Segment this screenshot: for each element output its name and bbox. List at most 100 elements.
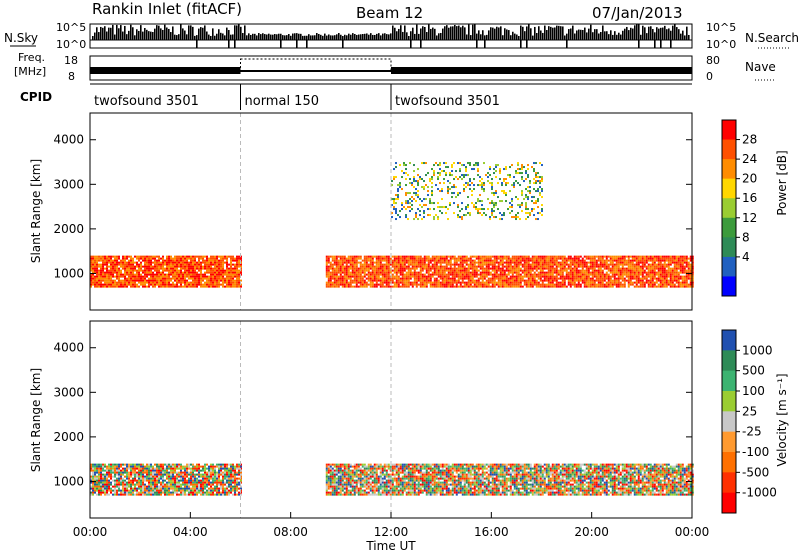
range-cell bbox=[547, 285, 550, 288]
range-cell bbox=[216, 275, 218, 278]
range-cell bbox=[441, 206, 443, 209]
range-cell bbox=[543, 275, 546, 278]
range-cell bbox=[595, 263, 598, 266]
range-cell bbox=[593, 257, 596, 260]
range-cell bbox=[409, 271, 412, 274]
range-cell bbox=[174, 267, 176, 270]
range-cell bbox=[359, 275, 362, 278]
range-cell bbox=[152, 277, 154, 280]
noise-bar bbox=[592, 32, 594, 40]
range-cell bbox=[339, 259, 342, 262]
range-cell bbox=[541, 271, 544, 274]
range-cell bbox=[477, 273, 480, 276]
range-cell bbox=[535, 174, 537, 177]
range-cell bbox=[435, 273, 438, 276]
range-cell bbox=[240, 257, 242, 260]
range-cell bbox=[667, 265, 670, 268]
range-cell bbox=[154, 275, 156, 278]
range-cell bbox=[375, 279, 378, 282]
range-cell bbox=[413, 271, 416, 274]
range-cell bbox=[431, 275, 434, 278]
range-cell bbox=[228, 267, 230, 270]
range-cell bbox=[140, 279, 142, 282]
range-cell bbox=[116, 493, 118, 496]
range-cell bbox=[551, 267, 554, 270]
range-cell bbox=[435, 265, 438, 268]
range-cell bbox=[607, 265, 610, 268]
range-cell bbox=[146, 279, 148, 282]
range-cell bbox=[104, 487, 106, 490]
range-cell bbox=[210, 257, 212, 260]
range-cell bbox=[687, 269, 690, 272]
range-cell bbox=[347, 271, 350, 274]
noise-bar bbox=[248, 33, 250, 40]
range-cell bbox=[573, 279, 576, 282]
range-cell bbox=[138, 257, 140, 260]
range-cell bbox=[337, 263, 340, 266]
noise-bar bbox=[340, 34, 342, 40]
noise-bar bbox=[152, 32, 154, 40]
range-cell bbox=[122, 257, 124, 260]
range-cell bbox=[435, 271, 438, 274]
range-cell bbox=[142, 275, 144, 278]
range-cell bbox=[691, 275, 694, 278]
range-cell bbox=[108, 275, 110, 278]
range-cell bbox=[571, 283, 574, 286]
range-cell bbox=[503, 190, 505, 193]
range-cell bbox=[551, 261, 554, 264]
range-cell bbox=[637, 285, 640, 288]
range-cell bbox=[577, 265, 580, 268]
range-cell bbox=[627, 283, 630, 286]
noise-bar bbox=[258, 33, 260, 40]
range-cell bbox=[423, 261, 426, 264]
range-cell bbox=[407, 283, 410, 286]
range-cell bbox=[477, 210, 479, 213]
range-cell bbox=[200, 263, 202, 266]
range-cell bbox=[661, 265, 664, 268]
range-cell bbox=[102, 489, 104, 492]
range-cell bbox=[415, 214, 417, 217]
range-cell bbox=[158, 281, 160, 284]
range-cell bbox=[459, 263, 462, 266]
range-cell bbox=[329, 271, 332, 274]
range-cell bbox=[425, 281, 428, 284]
range-cell bbox=[555, 269, 558, 272]
range-cell bbox=[198, 267, 200, 270]
range-cell bbox=[471, 265, 474, 268]
noise-spike bbox=[566, 40, 568, 48]
range-cell bbox=[517, 275, 520, 278]
range-cell bbox=[154, 273, 156, 276]
noise-bar bbox=[530, 28, 532, 40]
range-cell bbox=[499, 168, 501, 171]
range-cell bbox=[353, 275, 356, 278]
range-cell bbox=[355, 273, 358, 276]
range-cell bbox=[405, 216, 407, 219]
range-cell bbox=[132, 273, 134, 276]
range-cell bbox=[359, 279, 362, 282]
range-cell bbox=[196, 281, 198, 284]
range-cell bbox=[539, 259, 542, 262]
range-cell bbox=[467, 281, 470, 284]
range-cell bbox=[435, 267, 438, 270]
range-cell bbox=[685, 255, 688, 258]
range-cell bbox=[94, 279, 96, 282]
range-cell bbox=[521, 269, 524, 272]
range-cell bbox=[423, 255, 426, 258]
noise-bar bbox=[252, 33, 254, 40]
noise-bar bbox=[440, 32, 442, 40]
range-cell bbox=[100, 255, 102, 258]
noise-spike bbox=[410, 40, 412, 48]
range-cell bbox=[128, 471, 130, 474]
range-cell bbox=[483, 281, 486, 284]
noise-bar bbox=[302, 35, 304, 40]
range-cell bbox=[685, 257, 688, 260]
range-cell bbox=[238, 283, 240, 286]
noise-bar bbox=[542, 32, 544, 40]
range-cell bbox=[657, 259, 660, 262]
range-cell bbox=[188, 271, 190, 274]
range-cell bbox=[517, 259, 520, 262]
noise-bar bbox=[630, 27, 632, 40]
range-cell bbox=[413, 273, 416, 276]
range-cell bbox=[651, 267, 654, 270]
range-cell bbox=[423, 263, 426, 266]
